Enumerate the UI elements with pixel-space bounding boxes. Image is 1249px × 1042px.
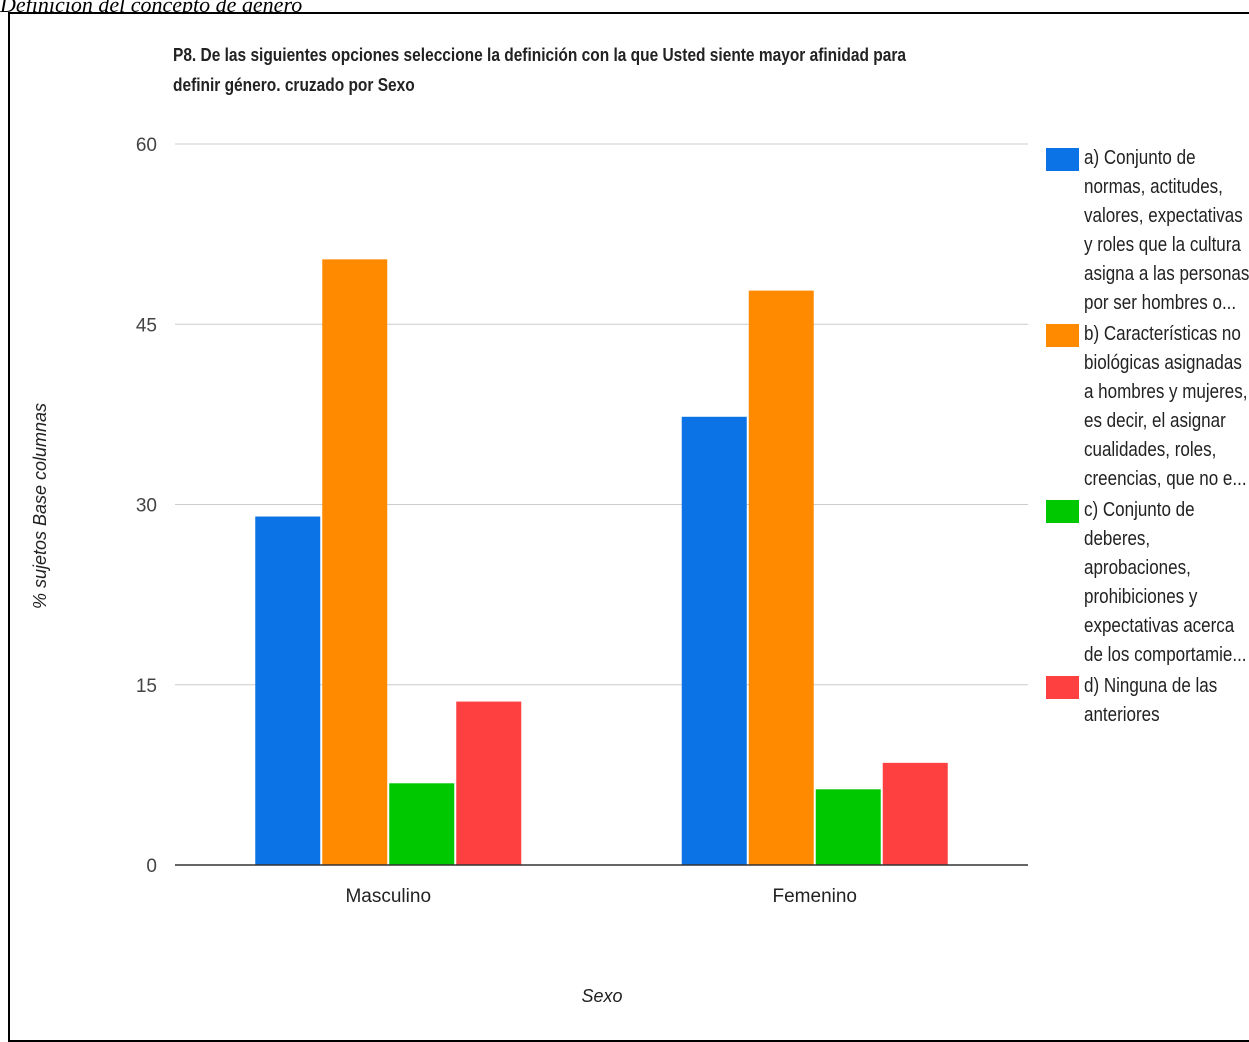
chart-title: P8. De las siguientes opciones seleccion… — [173, 45, 906, 95]
bar-d-masculino — [456, 701, 522, 865]
legend-swatch — [1046, 500, 1079, 523]
legend-label: a) Conjunto de normas, actitudes, valores,… — [1084, 147, 1249, 314]
x-tick-label: Femenino — [773, 886, 858, 907]
bar-d-femenino — [882, 762, 948, 865]
y-tick-label: 15 — [136, 676, 157, 697]
bar-a-masculino — [255, 516, 321, 865]
x-axis-label: Sexo — [581, 986, 622, 1006]
legend-item: c) Conjunto de deberes, aprobaciones, prohi… — [1046, 496, 1249, 670]
bar-a-femenino — [681, 416, 747, 865]
bar-b-masculino — [322, 259, 388, 865]
legend: a) Conjunto de normas, actitudes, valores,… — [1046, 144, 1249, 732]
legend-item: b) Características no biológicas asignada… — [1046, 320, 1249, 494]
y-tick-label: 0 — [146, 856, 157, 877]
legend-item: d) Ninguna de las anteriores — [1046, 672, 1249, 730]
legend-swatch — [1046, 324, 1079, 347]
bar-b-femenino — [748, 290, 814, 865]
bars — [255, 259, 948, 865]
legend-label: d) Ninguna de las anteriores — [1084, 675, 1218, 726]
legend-label: b) Características no biológicas asignada… — [1084, 323, 1248, 490]
axes: 0 15 30 45 60 Masculino Femenino — [136, 135, 1028, 907]
bar-c-masculino — [389, 783, 455, 865]
legend-swatch — [1046, 148, 1079, 171]
legend-label: c) Conjunto de deberes, aprobaciones, prohi… — [1084, 499, 1247, 666]
y-tick-label: 60 — [136, 135, 157, 156]
y-tick-label: 30 — [136, 496, 157, 517]
legend-swatch — [1046, 676, 1079, 699]
y-tick-label: 45 — [136, 315, 157, 336]
legend-item: a) Conjunto de normas, actitudes, valores,… — [1046, 144, 1249, 318]
y-axis-label: % sujetos Base columnas — [30, 403, 50, 609]
bar-c-femenino — [815, 789, 881, 865]
x-tick-label: Masculino — [345, 886, 431, 907]
